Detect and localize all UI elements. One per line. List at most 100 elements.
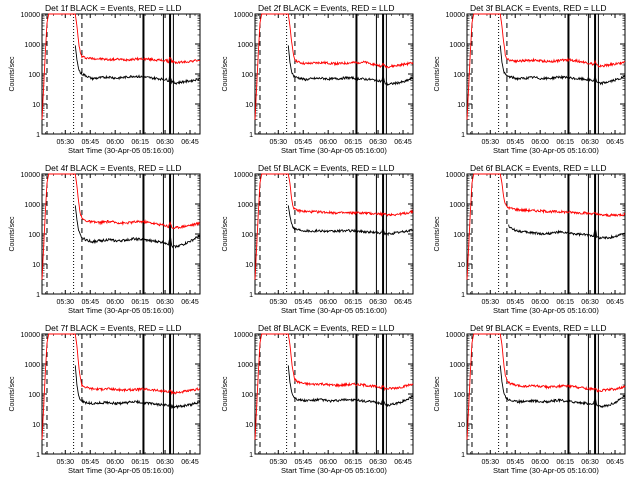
- panel-title: Det 2f BLACK = Events, RED = LLD: [258, 3, 395, 13]
- y-tick-label: 10000: [446, 332, 466, 339]
- x-tick-label: 05:30: [270, 459, 288, 466]
- panel-title: Det 3f BLACK = Events, RED = LLD: [470, 3, 607, 13]
- x-tick-label: 06:30: [581, 459, 599, 466]
- x-tick-label: 06:00: [531, 139, 549, 146]
- y-tick-label: 10: [32, 102, 40, 109]
- lld-rate-line: [254, 173, 414, 280]
- x-axis-title: Start Time (30-Apr-05 05:16:00): [68, 146, 174, 155]
- x-tick-label: 05:45: [506, 459, 524, 466]
- x-axis-title: Start Time (30-Apr-05 05:16:00): [281, 306, 387, 315]
- detector-panel-7: Det 7f BLACK = Events, RED = LLD 1 10 100 10…: [9, 323, 201, 475]
- plot-frame: [254, 173, 414, 295]
- y-tick-label: 100: [453, 72, 465, 79]
- y-tick-label: 100: [28, 232, 40, 239]
- lld-rate-line: [466, 13, 626, 120]
- x-tick-label: 05:45: [294, 299, 312, 306]
- y-tick-label: 1000: [24, 202, 40, 209]
- x-tick-label: 05:30: [482, 299, 500, 306]
- x-tick-label: 06:00: [106, 459, 124, 466]
- x-tick-label: 06:15: [131, 139, 149, 146]
- events-rate-line: [499, 365, 626, 409]
- y-axis-title: Counts/sec: [434, 216, 441, 252]
- lld-rate-line: [466, 333, 626, 440]
- x-tick-label: 06:45: [181, 139, 199, 146]
- y-tick-label: 1000: [24, 42, 40, 49]
- panel-title: Det 4f BLACK = Events, RED = LLD: [45, 163, 182, 173]
- x-tick-label: 06:15: [556, 459, 574, 466]
- x-tick-label: 06:00: [531, 299, 549, 306]
- x-axis-title: Start Time (30-Apr-05 05:16:00): [281, 146, 387, 155]
- y-tick-label: 100: [28, 72, 40, 79]
- plot-frame: [466, 333, 626, 455]
- x-tick-label: 05:45: [294, 139, 312, 146]
- plot-frame: [254, 13, 414, 135]
- plot-frame: [466, 13, 626, 135]
- y-tick-label: 100: [241, 232, 253, 239]
- y-tick-label: 1: [461, 452, 465, 459]
- y-tick-label: 1: [36, 292, 40, 299]
- x-tick-label: 06:00: [531, 459, 549, 466]
- events-rate-line: [74, 205, 201, 249]
- x-tick-label: 06:30: [581, 299, 599, 306]
- y-tick-label: 1000: [24, 362, 40, 369]
- y-tick-label: 100: [241, 72, 253, 79]
- y-axis-title: Counts/sec: [9, 376, 16, 412]
- y-tick-label: 1000: [237, 202, 253, 209]
- panel-title: Det 7f BLACK = Events, RED = LLD: [45, 323, 182, 333]
- x-tick-label: 06:00: [319, 459, 337, 466]
- x-tick-label: 06:30: [369, 459, 387, 466]
- y-tick-label: 100: [241, 392, 253, 399]
- detector-panel-3: Det 3f BLACK = Events, RED = LLD 1 10 100 10…: [434, 3, 626, 155]
- x-tick-label: 05:30: [482, 139, 500, 146]
- detector-panel-2: Det 2f BLACK = Events, RED = LLD 1 10 100 10…: [222, 3, 414, 155]
- y-axis-title: Counts/sec: [9, 216, 16, 252]
- plot-frame: [254, 333, 414, 455]
- x-tick-label: 05:30: [270, 139, 288, 146]
- panel-title: Det 6f BLACK = Events, RED = LLD: [470, 163, 607, 173]
- x-tick-label: 06:30: [369, 299, 387, 306]
- x-tick-label: 06:00: [106, 139, 124, 146]
- x-axis-title: Start Time (30-Apr-05 05:16:00): [281, 466, 387, 475]
- x-tick-label: 05:45: [294, 459, 312, 466]
- lld-rate-line: [254, 333, 414, 440]
- y-tick-label: 1: [36, 452, 40, 459]
- panel-title: Det 1f BLACK = Events, RED = LLD: [45, 3, 182, 13]
- events-rate-line: [499, 45, 626, 86]
- y-tick-label: 10: [245, 102, 253, 109]
- y-tick-label: 1: [249, 452, 253, 459]
- x-tick-label: 06:30: [156, 459, 174, 466]
- x-axis-title: Start Time (30-Apr-05 05:16:00): [493, 306, 599, 315]
- events-rate-line: [74, 365, 201, 410]
- x-tick-label: 06:45: [181, 459, 199, 466]
- y-tick-label: 10000: [234, 172, 254, 179]
- y-tick-label: 1: [249, 132, 253, 139]
- x-tick-label: 06:45: [606, 139, 624, 146]
- plot-frame: [41, 173, 201, 295]
- y-tick-label: 10: [457, 262, 465, 269]
- y-axis-title: Counts/sec: [434, 56, 441, 92]
- x-tick-label: 06:15: [131, 459, 149, 466]
- x-tick-label: 06:15: [556, 139, 574, 146]
- y-axis-title: Counts/sec: [9, 56, 16, 92]
- x-tick-label: 06:15: [344, 459, 362, 466]
- y-tick-label: 10000: [21, 172, 41, 179]
- y-tick-label: 10: [245, 262, 253, 269]
- lld-rate-line: [41, 173, 201, 280]
- y-tick-label: 100: [28, 392, 40, 399]
- x-tick-label: 06:00: [106, 299, 124, 306]
- y-tick-label: 1000: [449, 42, 465, 49]
- y-tick-label: 10000: [234, 332, 254, 339]
- x-tick-label: 05:45: [81, 459, 99, 466]
- detector-panel-5: Det 5f BLACK = Events, RED = LLD 1 10 100 10…: [222, 163, 414, 315]
- x-tick-label: 06:15: [131, 299, 149, 306]
- x-tick-label: 06:45: [394, 299, 412, 306]
- x-tick-label: 06:30: [156, 299, 174, 306]
- y-axis-title: Counts/sec: [434, 376, 441, 412]
- y-tick-label: 10000: [21, 332, 41, 339]
- y-tick-label: 100: [453, 232, 465, 239]
- y-tick-label: 10000: [234, 12, 254, 19]
- y-tick-label: 10000: [446, 172, 466, 179]
- lld-rate-line: [41, 333, 200, 440]
- panel-title: Det 8f BLACK = Events, RED = LLD: [258, 323, 395, 333]
- events-rate-line: [287, 45, 414, 86]
